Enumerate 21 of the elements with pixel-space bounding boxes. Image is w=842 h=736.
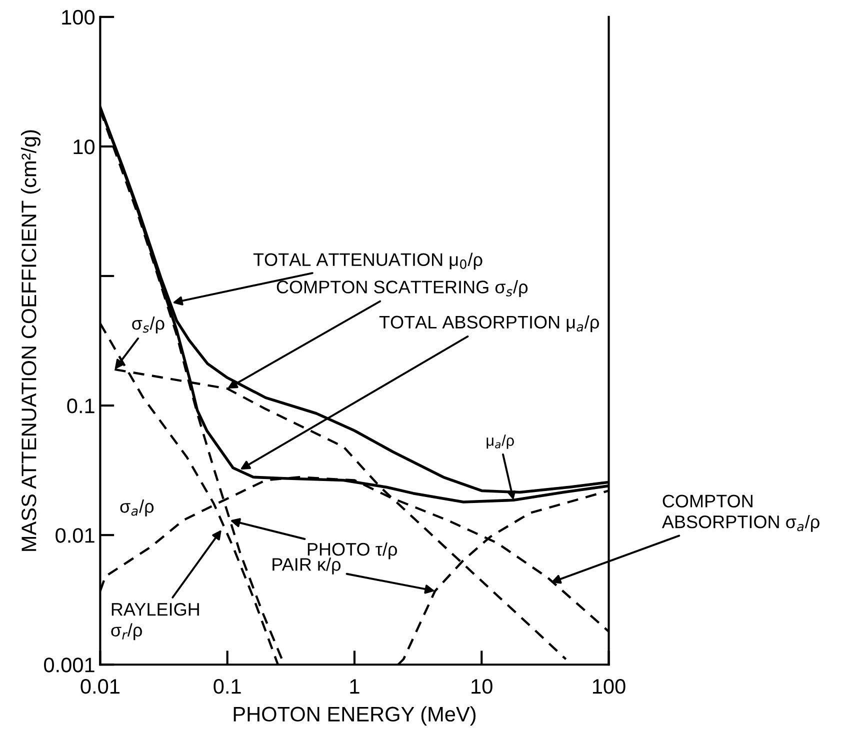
x-tick-label: 100 — [592, 679, 626, 694]
annotation: σ$_{s}$/ρ — [132, 316, 164, 334]
y-tick-label: 0.1 — [67, 398, 94, 414]
annotation: COMPTON SCATTERING σ$_{s}$/ρ — [276, 280, 528, 297]
annotation: μ$_{a}$/ρ — [486, 434, 514, 449]
y-axis-title: MASS ATTENUATION COEFFICIENT (cm²/g) — [21, 130, 40, 551]
y-tick-label: 100 — [62, 10, 95, 25]
annotation: PAIR κ/ρ — [272, 558, 341, 574]
x-tick-label: 0.01 — [80, 679, 120, 694]
x-tick-label: 0.1 — [214, 679, 241, 694]
annotation: TOTAL ATTENUATION μ$_{0}$/ρ — [253, 252, 482, 270]
y-tick-label: 0.01 — [56, 528, 94, 543]
x-tick-label: 1 — [350, 679, 360, 694]
annotation: COMPTON ABSORPTION σ$_{a}$/ρ — [662, 494, 820, 532]
y-tick-label: 0.001 — [44, 658, 94, 672]
annotation: σ$_{a}$/ρ — [120, 500, 154, 516]
x-axis-title: PHOTON ENERGY (MeV) — [234, 706, 476, 726]
annotation: RAYLEIGH σ$_{r}$/ρ — [111, 602, 199, 640]
x-tick-label: 10 — [472, 679, 492, 694]
y-tick-label: 10 — [74, 139, 95, 154]
annotation: TOTAL ABSORPTION μ$_{a}$/ρ — [379, 315, 599, 332]
